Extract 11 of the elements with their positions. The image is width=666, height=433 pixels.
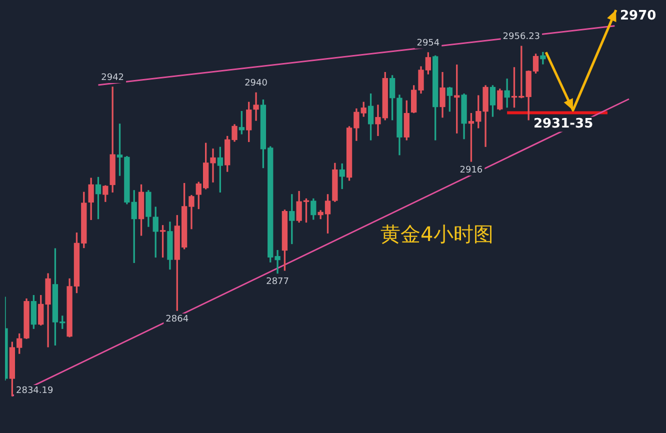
annotation: 2916 [460, 165, 483, 176]
annotation: 2940 [244, 78, 268, 89]
annotation: 2877 [266, 277, 290, 288]
annotation: 黄金4小时图 [380, 222, 494, 246]
annotation: 2942 [101, 72, 124, 83]
annotation: 2864 [166, 314, 189, 324]
annotation: 2931-35 [533, 116, 594, 132]
annotation: 2834.19 [16, 386, 54, 396]
annotation: 2954 [416, 38, 440, 48]
text: 2970 [620, 8, 656, 24]
annotation: 2956.23 [502, 32, 540, 42]
